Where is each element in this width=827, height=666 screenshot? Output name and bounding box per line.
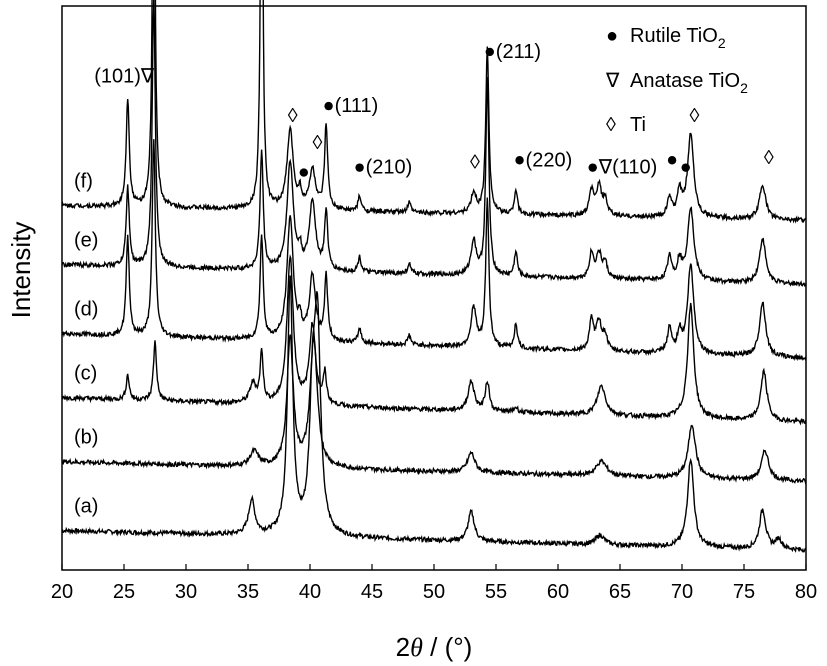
x-tick-label-60: 60 <box>547 581 569 603</box>
svg-text:Rutile TiO2: Rutile TiO2 <box>630 25 726 51</box>
peak-annotation-10 <box>681 163 690 172</box>
peak-annotation-9 <box>667 156 677 165</box>
peak-annotation-11: ◊ <box>288 105 298 127</box>
peak-annotation-12: ◊ <box>312 132 322 154</box>
legend-item-ti: ◊ Ti <box>606 114 646 136</box>
peak-annotation-8 <box>299 168 308 177</box>
x-tick-label-50: 50 <box>423 581 445 603</box>
peak-annotation-0: (101)∇ <box>94 66 155 88</box>
rutile-marker <box>515 156 524 165</box>
legend: ● Rutile TiO2 ∇ Anatase TiO2 ◊ Ti <box>605 25 748 136</box>
ti-marker: ◊ <box>312 132 322 154</box>
peak-label: (220) <box>526 149 573 171</box>
peak-annotation-15: ◊ <box>764 147 774 169</box>
x-axis-ticks: 20 25 30 35 40 45 50 55 60 65 70 75 80 <box>51 564 817 603</box>
x-axis-title-symbol: θ <box>410 633 423 662</box>
series-line-d <box>61 139 807 362</box>
series-label-f: (f) <box>74 171 93 193</box>
series-line-e <box>61 0 807 288</box>
ti-marker: ◊ <box>689 105 699 127</box>
series-label-b: (b) <box>74 427 98 449</box>
peak-annotation-7: ∇(110) <box>588 157 658 179</box>
peak-label: ∇(110) <box>598 157 658 179</box>
ti-marker: ◊ <box>288 105 298 127</box>
x-tick-label-75: 75 <box>733 581 755 603</box>
curve-labels: (a) (b) (c) (d) (e) (f) <box>74 171 98 518</box>
rutile-marker <box>588 163 597 172</box>
legend-label-rutile: Rutile TiO <box>630 25 718 47</box>
peak-label: (101)∇ <box>94 66 155 88</box>
ti-marker: ◊ <box>470 152 480 174</box>
y-axis-title: Intensity <box>6 222 36 319</box>
legend-label-ti: Ti <box>630 114 646 136</box>
rutile-marker <box>355 163 364 172</box>
x-tick-label-35: 35 <box>237 581 259 603</box>
peak-annotation-14: ◊ <box>689 105 699 127</box>
x-tick-label-40: 40 <box>299 581 321 603</box>
peak-annotation-5: (210) <box>355 157 412 179</box>
peak-label: (111) <box>335 95 379 117</box>
series-label-a: (a) <box>74 496 98 518</box>
x-tick-label-20: 20 <box>51 581 73 603</box>
rutile-marker <box>299 168 308 177</box>
x-axis-title-prefix: 2 <box>396 632 410 662</box>
series-label-c: (c) <box>74 363 97 385</box>
x-tick-label-65: 65 <box>609 581 631 603</box>
series-line-a <box>61 275 807 553</box>
x-tick-label-25: 25 <box>113 581 135 603</box>
series-label-e: (e) <box>74 230 98 252</box>
x-tick-label-80: 80 <box>795 581 817 603</box>
x-tick-label-55: 55 <box>485 581 507 603</box>
rutile-marker <box>485 47 494 57</box>
rutile-marker <box>667 156 677 165</box>
rutile-marker <box>681 163 690 172</box>
peak-label: (211) <box>496 41 541 63</box>
x-tick-label-70: 70 <box>671 581 693 603</box>
series-line-b <box>61 334 807 485</box>
x-axis-title: 2θ / (°) <box>396 632 473 662</box>
peak-label: (210) <box>366 157 413 179</box>
peak-annotation-3: (211) <box>485 41 541 63</box>
legend-marker-anatase: ∇ <box>605 70 620 92</box>
legend-marker-rutile: ● <box>606 25 618 47</box>
peak-annotation-13: ◊ <box>470 152 480 174</box>
x-tick-label-30: 30 <box>175 581 197 603</box>
legend-marker-ti: ◊ <box>606 114 616 136</box>
series-label-d: (d) <box>74 299 98 321</box>
legend-item-rutile: ● Rutile TiO2 <box>606 25 726 51</box>
series-line-f <box>61 0 807 224</box>
legend-label-anatase: Anatase TiO <box>630 70 740 92</box>
peak-annotation-4: (111) <box>324 95 378 117</box>
legend-sub-rutile: 2 <box>718 35 726 51</box>
x-axis-title-unit: / (°) <box>423 632 472 662</box>
legend-sub-anatase: 2 <box>740 80 748 96</box>
x-tick-label-45: 45 <box>361 581 383 603</box>
svg-text:Anatase TiO2: Anatase TiO2 <box>630 70 748 96</box>
peak-annotations: (101)∇(110)(101)(211)(111)(210)(220)∇(11… <box>94 41 774 179</box>
rutile-marker <box>324 101 333 111</box>
series-line-c <box>61 254 807 426</box>
ti-marker: ◊ <box>764 147 774 169</box>
peak-annotation-6: (220) <box>515 149 572 171</box>
legend-item-anatase: ∇ Anatase TiO2 <box>605 70 748 96</box>
series-group <box>61 0 807 553</box>
